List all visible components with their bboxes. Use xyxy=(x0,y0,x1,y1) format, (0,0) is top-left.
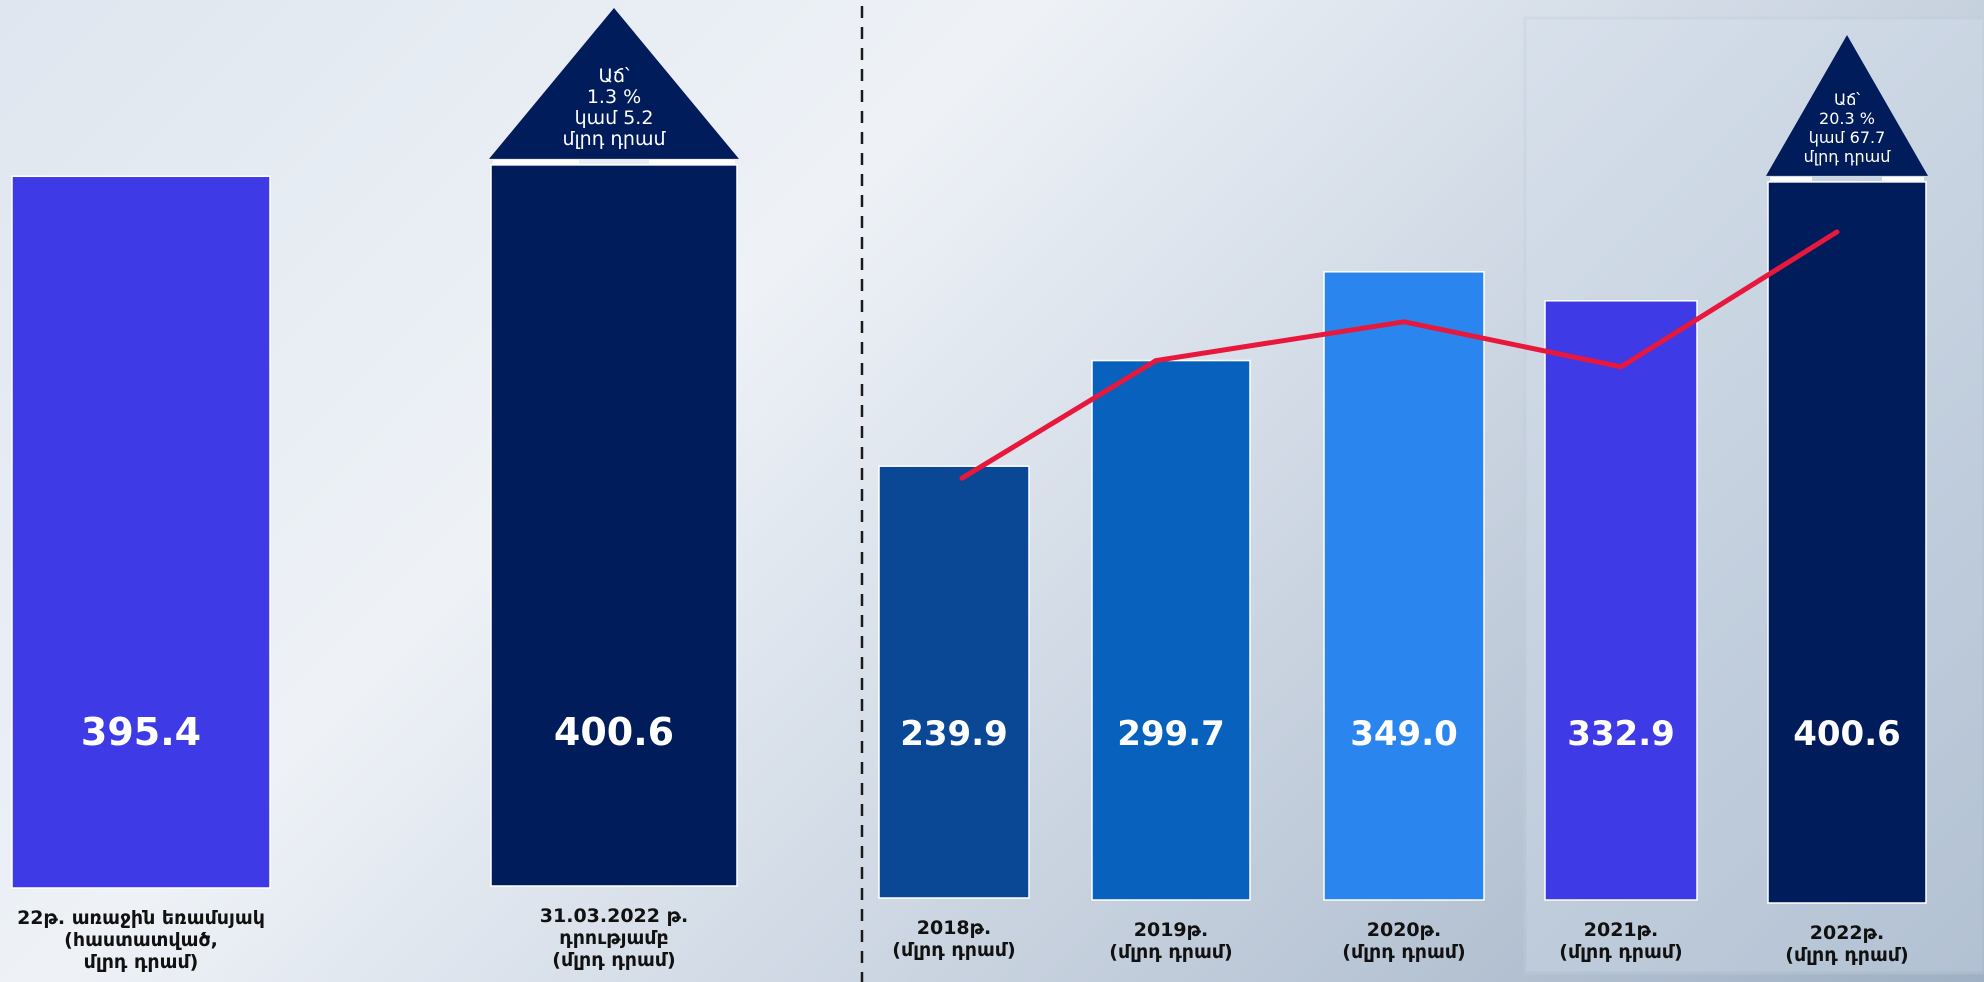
category-label-6-1: (մլրդ դրամ) xyxy=(1785,944,1908,966)
category-label-0-0: 22թ. առաջին եռամսյակ xyxy=(17,907,265,929)
bar-value-label-2: 239.9 xyxy=(900,714,1008,754)
bar-4 xyxy=(1323,271,1485,901)
category-label-4-0: 2020թ. xyxy=(1367,919,1441,941)
growth-callout-text-0-3: մլրդ դրամ xyxy=(562,128,666,150)
category-label-1-0: 31.03.2022 թ. xyxy=(540,905,688,927)
growth-callout-1 xyxy=(1766,35,1928,176)
category-label-3-0: 2019թ. xyxy=(1134,919,1208,941)
category-label-6-0: 2022թ. xyxy=(1810,922,1884,944)
trend-line xyxy=(959,229,1840,481)
category-label-0-1: (հաստատված, xyxy=(64,929,218,951)
growth-callout-0 xyxy=(489,8,739,159)
bar-2 xyxy=(878,465,1030,899)
growth-callout-text-1-0: Աճ՝ xyxy=(1834,90,1860,109)
growth-callout-text-1-1: 20.3 % xyxy=(1819,109,1875,128)
growth-callout-text-0-1: 1.3 % xyxy=(587,86,641,108)
category-label-0-2: մլրդ դրամ) xyxy=(84,951,199,973)
bars-group xyxy=(11,164,1927,904)
category-label-4-1: (մլրդ դրամ) xyxy=(1342,941,1465,963)
category-label-5-0: 2021թ. xyxy=(1584,919,1658,941)
bar-value-label-0: 395.4 xyxy=(81,710,201,754)
growth-callout-text-0-0: Աճ՝ xyxy=(598,65,630,87)
bar-value-label-1: 400.6 xyxy=(554,710,674,754)
growth-callout-text-1-3: մլրդ դրամ xyxy=(1804,147,1892,166)
labels-group: 395.4 22թ. առաջին եռամսյակ(հաստատված,մլրդ… xyxy=(17,710,1909,973)
category-label-3-1: (մլրդ դրամ) xyxy=(1109,941,1232,963)
category-label-2-1: (մլրդ դրամ) xyxy=(892,939,1015,961)
growth-callout-text-1-2: կամ 67.7 xyxy=(1809,128,1886,147)
bar-3 xyxy=(1091,359,1251,901)
bar-value-label-6: 400.6 xyxy=(1793,714,1901,754)
category-label-5-1: (մլրդ դրամ) xyxy=(1559,941,1682,963)
category-label-1-1: դրությամբ xyxy=(559,927,668,949)
bar-6 xyxy=(1767,181,1927,904)
bar-0 xyxy=(11,175,271,889)
bar-value-label-3: 299.7 xyxy=(1117,714,1225,754)
growth-callout-text-0-2: կամ 5.2 xyxy=(575,107,654,129)
category-label-2-0: 2018թ. xyxy=(917,917,991,939)
bar-value-label-4: 349.0 xyxy=(1350,714,1458,754)
bar-value-label-5: 332.9 xyxy=(1567,714,1675,754)
bar-1 xyxy=(490,164,738,887)
bar-5 xyxy=(1544,300,1698,901)
category-label-1-2: (մլրդ դրամ) xyxy=(552,949,675,971)
line-layer xyxy=(959,229,1840,481)
